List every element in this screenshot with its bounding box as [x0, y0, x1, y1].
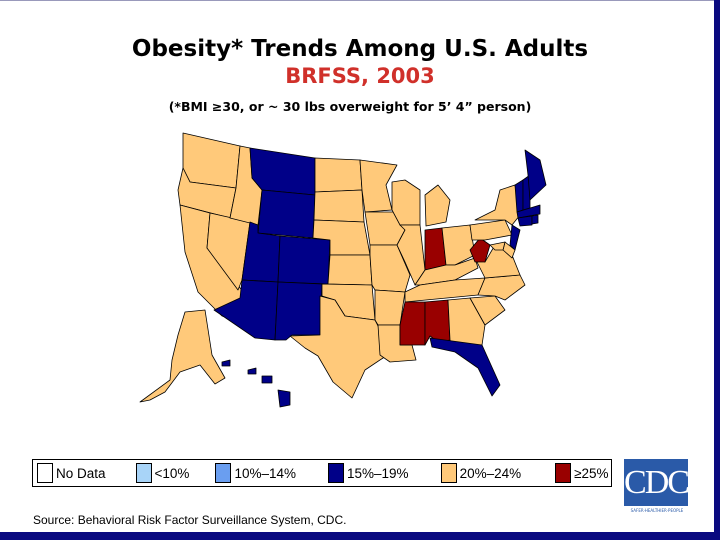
state-nd	[314, 157, 363, 193]
legend-item: 10%–14%	[215, 463, 296, 483]
state-sd	[313, 189, 365, 223]
state-ks	[327, 254, 373, 286]
state-co	[277, 235, 331, 285]
state-pa	[469, 219, 513, 241]
slide-right-border	[714, 0, 720, 540]
state-hi-island	[261, 375, 273, 384]
bmi-note: (*BMI ≥30, or ~ 30 lbs overweight for 5’…	[168, 99, 532, 114]
state-mn	[359, 159, 398, 213]
state-md	[489, 241, 506, 251]
state-ak	[139, 309, 226, 403]
state-tx	[289, 295, 387, 399]
state-hi-island	[221, 359, 231, 367]
state-wa	[182, 132, 241, 189]
legend-label: ≥25%	[574, 465, 609, 481]
slide-top-border	[0, 0, 720, 1]
state-ma	[516, 204, 541, 219]
legend-label: <10%	[154, 465, 190, 481]
legend-swatch	[37, 463, 53, 483]
state-me	[524, 149, 547, 201]
state-oh	[441, 224, 476, 266]
state-ms	[399, 301, 426, 346]
legend-label: 15%–19%	[347, 465, 409, 481]
state-wi	[391, 179, 421, 226]
legend-item: 15%–19%	[328, 463, 409, 483]
legend-item: ≥25%	[555, 463, 609, 483]
state-hi	[277, 389, 291, 408]
state-ri	[531, 214, 539, 225]
slide-subtitle: BRFSS, 2003	[285, 64, 435, 88]
legend-label: 20%–24%	[459, 465, 522, 481]
state-fl	[429, 337, 501, 397]
state-ct	[517, 215, 533, 227]
state-ny	[474, 184, 521, 226]
legend: No Data <10% 10%–14% 15%–19% 20%–24% ≥25%	[32, 459, 612, 487]
legend-swatch	[440, 463, 457, 483]
state-wy	[257, 189, 316, 239]
state-hi-island	[247, 367, 257, 375]
slide-bottom-border	[0, 532, 720, 540]
state-nj	[509, 224, 521, 251]
legend-item: 20%–24%	[440, 463, 522, 483]
legend-swatch	[215, 463, 232, 483]
legend-swatch	[555, 463, 572, 483]
cdc-logo: CDC	[624, 459, 690, 506]
state-il	[396, 224, 426, 286]
slide-title: Obesity* Trends Among U.S. Adults	[131, 36, 589, 62]
state-nm	[274, 281, 323, 341]
state-mi	[424, 184, 451, 227]
cdc-tagline: SAFER·HEALTHIER·PEOPLE	[630, 508, 684, 513]
legend-label: No Data	[56, 465, 106, 481]
legend-label: 10%–14%	[234, 465, 296, 481]
state-sc	[469, 295, 506, 326]
source-note: Source: Behavioral Risk Factor Surveilla…	[33, 513, 347, 527]
state-nc	[477, 274, 526, 301]
state-ar	[374, 289, 406, 326]
state-al	[424, 299, 451, 346]
legend-swatch	[328, 463, 344, 483]
legend-item: No Data	[37, 463, 106, 483]
legend-item: <10%	[135, 463, 190, 483]
legend-swatch	[135, 463, 152, 483]
